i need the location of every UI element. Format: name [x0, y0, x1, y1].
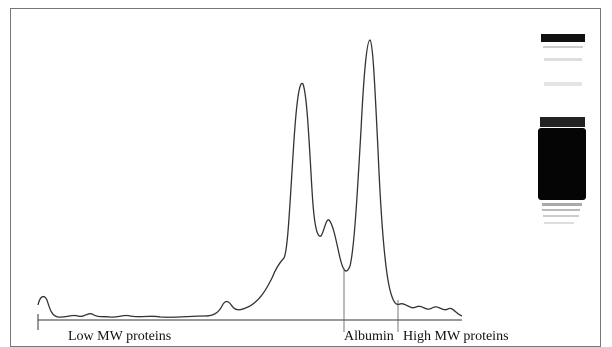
high-mw-label: High MW proteins — [403, 329, 509, 344]
low-mw-label: Low MW proteins — [68, 329, 171, 344]
figure: Low MW proteins Albumin High MW proteins — [0, 0, 612, 347]
albumin-label: Albumin — [344, 329, 394, 344]
frame — [11, 9, 601, 347]
page: Low MW proteins Albumin High MW proteins… — [0, 0, 612, 347]
